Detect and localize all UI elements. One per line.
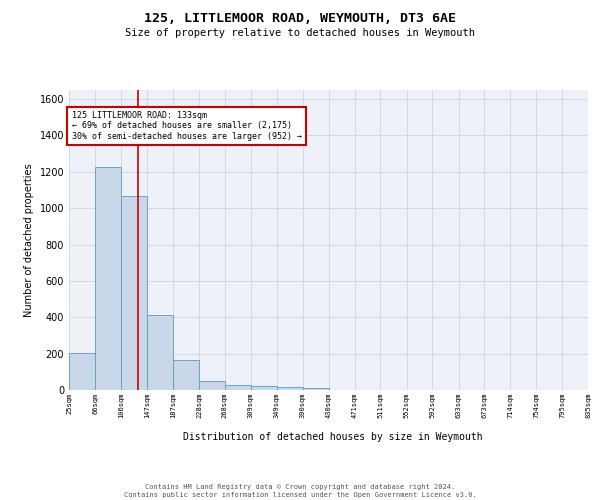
Text: 125, LITTLEMOOR ROAD, WEYMOUTH, DT3 6AE: 125, LITTLEMOOR ROAD, WEYMOUTH, DT3 6AE xyxy=(144,12,456,26)
Bar xyxy=(303,388,329,390)
Bar xyxy=(95,168,121,390)
Text: Contains HM Land Registry data © Crown copyright and database right 2024.
Contai: Contains HM Land Registry data © Crown c… xyxy=(124,484,476,498)
Bar xyxy=(173,360,199,390)
Bar xyxy=(277,388,303,390)
Y-axis label: Number of detached properties: Number of detached properties xyxy=(24,163,34,317)
Bar xyxy=(147,316,173,390)
Text: Distribution of detached houses by size in Weymouth: Distribution of detached houses by size … xyxy=(183,432,483,442)
Bar xyxy=(199,382,224,390)
Bar xyxy=(69,352,95,390)
Bar xyxy=(121,196,147,390)
Bar xyxy=(251,386,277,390)
Text: Size of property relative to detached houses in Weymouth: Size of property relative to detached ho… xyxy=(125,28,475,38)
Bar xyxy=(224,386,251,390)
Text: 125 LITTLEMOOR ROAD: 133sqm
← 69% of detached houses are smaller (2,175)
30% of : 125 LITTLEMOOR ROAD: 133sqm ← 69% of det… xyxy=(71,111,302,141)
